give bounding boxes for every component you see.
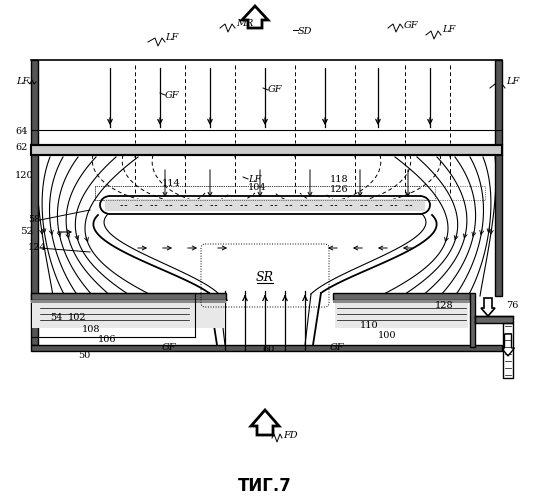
Text: GF: GF	[404, 22, 419, 30]
Text: LF: LF	[506, 78, 519, 86]
Text: FD: FD	[283, 432, 298, 440]
Bar	[335, 303, 468, 328]
Text: 104: 104	[248, 184, 267, 192]
Text: 58: 58	[28, 216, 40, 224]
Text: GF: GF	[268, 86, 282, 94]
Text: 50: 50	[78, 350, 90, 360]
Bar	[503, 323, 513, 378]
Bar	[31, 60, 38, 345]
Bar	[32, 303, 225, 328]
Bar	[31, 293, 226, 300]
Bar	[95, 186, 435, 200]
Text: 102: 102	[68, 314, 87, 322]
Text: 76: 76	[506, 300, 519, 310]
Text: 114: 114	[162, 178, 181, 188]
Text: LF: LF	[442, 26, 455, 35]
Text: LF: LF	[165, 34, 178, 42]
Bar	[495, 60, 502, 296]
Text: SD: SD	[298, 28, 313, 36]
Text: 62: 62	[15, 142, 27, 152]
Bar	[105, 199, 425, 211]
Text: GF: GF	[165, 90, 180, 100]
Text: 120: 120	[15, 170, 33, 179]
Polygon shape	[242, 6, 268, 28]
Text: 60: 60	[262, 346, 274, 354]
Bar	[470, 293, 475, 347]
Text: 126: 126	[330, 186, 349, 194]
Bar	[333, 293, 470, 300]
Text: GF: GF	[162, 344, 176, 352]
Text: 110: 110	[360, 320, 379, 330]
Bar	[475, 316, 513, 323]
Text: ΤИГ.7: ΤИГ.7	[238, 477, 292, 495]
Bar	[333, 300, 470, 303]
Text: 52: 52	[20, 228, 33, 236]
Text: LF: LF	[16, 78, 29, 86]
Text: 128: 128	[435, 300, 454, 310]
Text: 64: 64	[15, 126, 27, 136]
Bar	[95, 186, 485, 200]
Text: LF: LF	[248, 174, 261, 184]
Polygon shape	[501, 334, 514, 356]
Text: 106: 106	[98, 336, 117, 344]
Text: 100: 100	[378, 332, 397, 340]
Text: GF: GF	[330, 344, 344, 352]
Bar	[31, 300, 226, 303]
Text: 118: 118	[330, 176, 349, 184]
Polygon shape	[251, 410, 279, 435]
Text: SR: SR	[256, 271, 274, 284]
Text: MR: MR	[236, 20, 253, 28]
Bar	[31, 345, 502, 351]
Bar	[31, 145, 502, 155]
Text: 108: 108	[82, 326, 101, 334]
Text: 124: 124	[28, 244, 47, 252]
Text: 54: 54	[50, 314, 62, 322]
Polygon shape	[481, 298, 495, 316]
